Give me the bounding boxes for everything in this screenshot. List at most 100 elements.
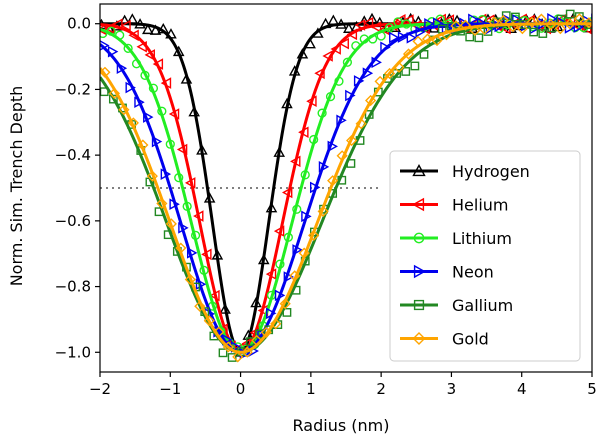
marker-gallium (511, 12, 520, 22)
marker-lithium (190, 230, 201, 240)
marker-lithium (309, 134, 319, 145)
marker-lithium (334, 76, 344, 86)
marker-hydrogen (142, 23, 154, 35)
marker-neon (107, 45, 119, 58)
marker-hydrogen (211, 249, 224, 260)
marker-lithium (106, 26, 116, 36)
marker-lithium (140, 70, 150, 80)
marker-gold (469, 24, 481, 37)
marker-lithium (283, 232, 293, 242)
marker-neon (125, 81, 136, 94)
marker-lithium (376, 31, 386, 41)
marker-neon (301, 210, 312, 223)
marker-gold (383, 67, 396, 80)
marker-lithium (174, 173, 184, 183)
marker-gallium (410, 61, 420, 71)
marker-helium (152, 58, 164, 70)
marker-gallium (364, 110, 374, 119)
marker-gold (355, 118, 367, 130)
marker-gallium (291, 285, 301, 295)
marker-hydrogen (180, 73, 193, 84)
marker-gold (270, 318, 282, 330)
y-tick-label: −0.8 (55, 278, 91, 296)
marker-neon (371, 56, 382, 69)
marker-helium (322, 50, 333, 62)
marker-gold (118, 104, 130, 116)
legend-entry-gold: Gold (400, 330, 489, 349)
marker-hydrogen (281, 97, 293, 109)
marker-gallium (337, 175, 347, 185)
marker-neon (283, 271, 295, 283)
marker-gold (459, 19, 472, 31)
legend-marker (413, 232, 425, 244)
marker-gold (374, 75, 386, 88)
marker-gold (213, 326, 225, 338)
legend-entry-helium: Helium (400, 196, 509, 215)
marker-helium (281, 186, 293, 199)
marker-gold (421, 33, 434, 45)
marker-helium (346, 28, 358, 41)
marker-neon (362, 67, 374, 80)
marker-gold (450, 20, 462, 32)
legend-marker (413, 264, 426, 279)
marker-gold (336, 150, 348, 162)
marker-neon (327, 140, 338, 153)
marker-hydrogen (257, 253, 270, 265)
marker-helium (314, 67, 325, 80)
marker-gallium (282, 308, 292, 317)
marker-neon (266, 307, 277, 320)
marker-gallium (227, 353, 237, 362)
marker-helium (193, 210, 204, 222)
marker-gold (402, 48, 415, 60)
marker-hydrogen (296, 48, 309, 59)
marker-lithium (393, 17, 403, 27)
marker-gold (175, 242, 187, 254)
marker-neon (318, 161, 330, 173)
marker-lithium (292, 204, 302, 214)
legend-entry-gallium: Gallium (400, 296, 513, 315)
marker-lithium (165, 139, 175, 149)
marker-helium (354, 19, 366, 31)
marker-gold (431, 34, 443, 47)
marker-gold (488, 16, 500, 28)
marker-neon (100, 40, 110, 51)
marker-lithium (300, 170, 310, 180)
legend-marker (412, 332, 426, 345)
marker-neon (564, 22, 576, 34)
marker-gold (393, 61, 405, 73)
marker-gold (526, 16, 538, 28)
marker-gold (516, 23, 529, 35)
x-tick-label: 3 (447, 380, 457, 398)
marker-helium (120, 19, 131, 32)
legend-label: Neon (452, 263, 494, 282)
marker-gallium (529, 27, 539, 37)
marker-neon (143, 111, 154, 123)
marker-gold (279, 298, 291, 310)
marker-gold (327, 175, 339, 187)
marker-gold (203, 315, 215, 327)
marker-gold (165, 218, 177, 230)
y-tick-label: −0.6 (55, 212, 91, 230)
marker-gold (346, 134, 358, 147)
marker-neon (389, 31, 400, 44)
marker-helium (298, 126, 309, 139)
marker-gallium (108, 94, 118, 104)
legend: Hydrogen Helium Lithium Neon Gallium Gold (389, 150, 581, 362)
marker-hydrogen (203, 192, 216, 203)
marker-lithium (199, 265, 209, 275)
marker-hydrogen (188, 105, 200, 117)
x-tick-label: −1 (159, 380, 181, 398)
marker-neon (432, 17, 444, 29)
marker-hydrogen (165, 28, 177, 39)
legend-marker (412, 164, 426, 177)
marker-gold (289, 270, 301, 282)
marker-gold (440, 29, 453, 41)
marker-gallium (154, 207, 164, 217)
legend-entry-lithium: Lithium (400, 229, 512, 248)
marker-gold (222, 341, 234, 353)
marker-gallium (565, 9, 575, 19)
x-tick-label: 2 (376, 380, 386, 398)
marker-helium (144, 49, 155, 61)
marker-gold (251, 334, 263, 346)
legend-label: Hydrogen (452, 162, 530, 181)
